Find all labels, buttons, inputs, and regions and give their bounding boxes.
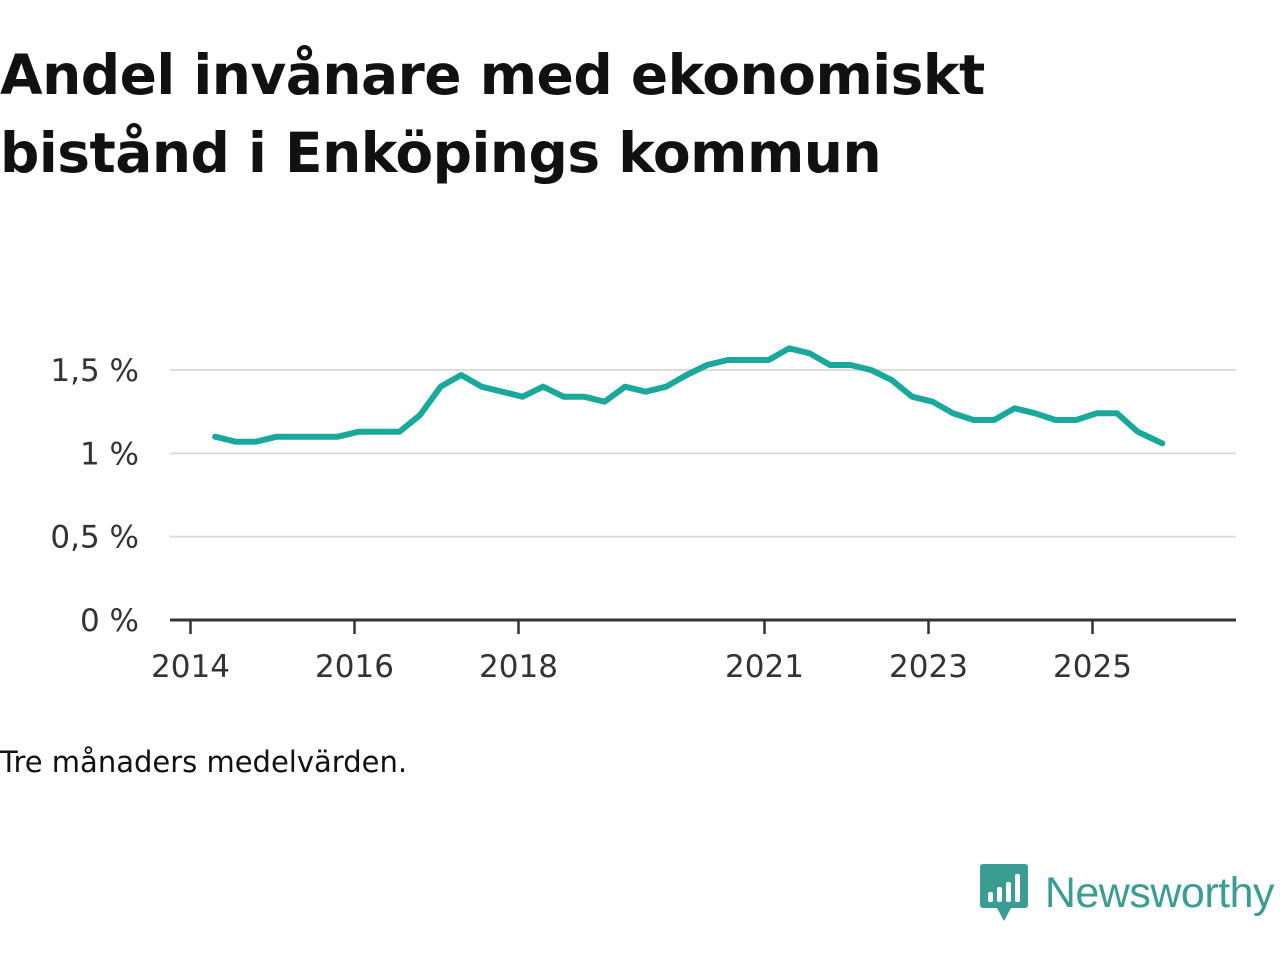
x-tick-label: 2021: [725, 649, 804, 685]
x-tick-label: 2014: [151, 649, 230, 685]
chart-note: Tre månaders medelvärden.: [0, 745, 408, 779]
x-tick-label: 2018: [479, 649, 558, 685]
line-chart: 0 % 0,5 % 1 % 1,5 % 2014 2016 2018 2021 2023 2025: [50, 345, 1236, 685]
chart-title: Andel invånare med ekonomiskt bistånd i …: [0, 43, 985, 185]
brand-logo: Newsworthy: [979, 862, 1275, 924]
y-tick-label: 0,5 %: [50, 520, 139, 556]
tick-labels: 0 % 0,5 % 1 % 1,5 % 2014 2016 2018 2021 2023 2025: [50, 353, 1132, 685]
y-tick-label: 0 %: [80, 603, 139, 639]
x-tick-label: 2023: [889, 649, 968, 685]
brand-name: Newsworthy: [1044, 868, 1275, 917]
grid-lines: [170, 369, 1236, 538]
y-tick-label: 1 %: [80, 436, 139, 472]
series-layer: [212, 345, 1166, 447]
series-line: [212, 345, 1166, 447]
x-tick-label: 2016: [315, 649, 394, 685]
x-tick-label: 2025: [1053, 649, 1132, 685]
newsworthy-logo-icon: [979, 864, 1028, 921]
y-tick-label: 1,5 %: [50, 353, 139, 389]
x-axis: [170, 618, 1236, 634]
